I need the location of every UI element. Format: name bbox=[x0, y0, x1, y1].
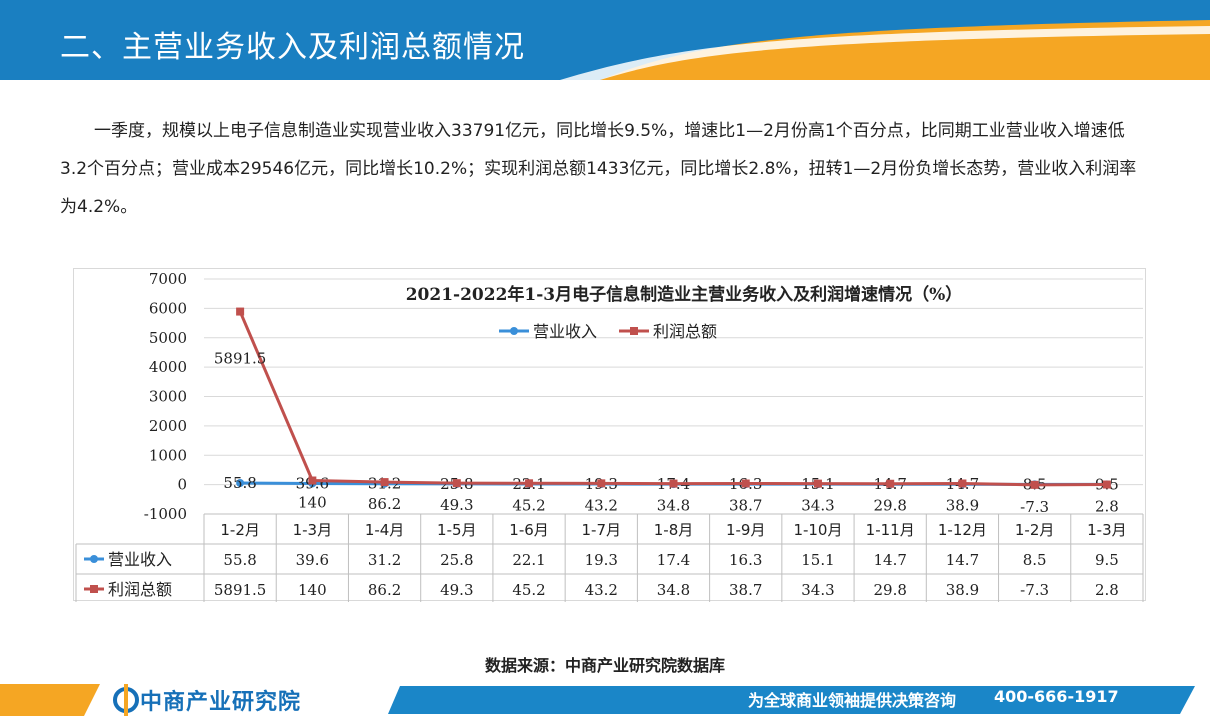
table-cell-value: 34.3 bbox=[801, 581, 834, 599]
legend-marker bbox=[630, 327, 638, 335]
data-point bbox=[669, 479, 678, 488]
data-point bbox=[1102, 480, 1111, 489]
header-banner bbox=[0, 0, 1210, 80]
data-label: 43.2 bbox=[585, 496, 618, 514]
data-label: 55.8 bbox=[223, 474, 256, 492]
data-label: 38.9 bbox=[946, 496, 979, 514]
y-tick-label: 6000 bbox=[149, 299, 187, 317]
data-source: 数据来源：中商产业研究院数据库 bbox=[484, 656, 725, 675]
table-cell-value: 43.2 bbox=[585, 581, 618, 599]
x-category-label: 1-8月 bbox=[654, 521, 694, 539]
table-cell-value: 17.4 bbox=[657, 551, 690, 569]
table-cell-value: 15.1 bbox=[801, 551, 834, 569]
x-category-label: 1-9月 bbox=[726, 521, 766, 539]
table-cell-value: 14.7 bbox=[873, 551, 906, 569]
table-series-name: 营业收入 bbox=[108, 550, 172, 569]
data-point bbox=[1030, 480, 1039, 489]
legend-marker bbox=[510, 327, 518, 335]
data-label: 2.8 bbox=[1095, 498, 1119, 516]
x-category-label: 1-5月 bbox=[437, 521, 477, 539]
table-cell-value: 19.3 bbox=[585, 551, 618, 569]
table-cell-value: 29.8 bbox=[873, 581, 906, 599]
table-cell-value: 45.2 bbox=[512, 581, 545, 599]
table-cell-value: 55.8 bbox=[223, 551, 256, 569]
footer-phone: 400-666-1917 bbox=[994, 687, 1119, 706]
legend-label: 营业收入 bbox=[533, 322, 597, 341]
table-legend-marker bbox=[90, 585, 98, 593]
data-label: 29.8 bbox=[873, 497, 906, 515]
data-label: 45.2 bbox=[512, 496, 545, 514]
x-category-label: 1-10月 bbox=[793, 521, 842, 539]
table-cell-value: 140 bbox=[298, 581, 327, 599]
x-category-label: 1-3月 bbox=[293, 521, 333, 539]
x-category-label: 1-2月 bbox=[220, 521, 260, 539]
x-category-label: 1-7月 bbox=[582, 521, 622, 539]
y-tick-label: 3000 bbox=[149, 388, 187, 406]
data-point bbox=[380, 478, 389, 487]
table-cell-value: 34.8 bbox=[657, 581, 690, 599]
x-category-label: 1-3月 bbox=[1087, 521, 1127, 539]
y-tick-label: 5000 bbox=[149, 329, 187, 347]
data-point bbox=[236, 307, 245, 316]
page-title: 二、主营业务收入及利润总额情况 bbox=[60, 30, 525, 65]
table-cell-value: 9.5 bbox=[1095, 551, 1119, 569]
data-label: 5891.5 bbox=[214, 350, 267, 368]
legend-label: 利润总额 bbox=[653, 322, 717, 341]
data-label: 34.8 bbox=[657, 497, 690, 515]
table-cell-value: 31.2 bbox=[368, 551, 401, 569]
table-cell-value: 39.6 bbox=[296, 551, 329, 569]
x-category-label: 1-12月 bbox=[938, 521, 987, 539]
data-label: 86.2 bbox=[368, 495, 401, 513]
table-cell-value: -7.3 bbox=[1020, 581, 1049, 599]
data-label: 38.7 bbox=[729, 496, 762, 514]
data-point bbox=[741, 479, 750, 488]
table-cell-value: 38.9 bbox=[946, 581, 979, 599]
footer-bar bbox=[0, 684, 1195, 716]
data-point bbox=[452, 479, 461, 488]
brand-logo-icon bbox=[113, 684, 139, 716]
data-point bbox=[236, 478, 245, 487]
table-cell-value: 22.1 bbox=[512, 551, 545, 569]
footer-slogan: 为全球商业领袖提供决策咨询 bbox=[748, 691, 957, 710]
data-point bbox=[308, 476, 317, 485]
data-point bbox=[886, 479, 895, 488]
table-cell-value: 5891.5 bbox=[214, 581, 267, 599]
y-tick-label: 0 bbox=[177, 476, 187, 494]
data-label: 140 bbox=[298, 494, 327, 512]
data-point bbox=[597, 479, 606, 488]
table-cell-value: 25.8 bbox=[440, 551, 473, 569]
chart-title: 2021-2022年1-3月电子信息制造业主营业务收入及利润增速情况（%） bbox=[406, 284, 963, 305]
table-cell-value: 8.5 bbox=[1023, 551, 1047, 569]
y-tick-label: 7000 bbox=[149, 270, 187, 288]
table-series-name: 利润总额 bbox=[108, 580, 172, 599]
x-category-label: 1-11月 bbox=[866, 521, 915, 539]
table-legend-marker bbox=[90, 555, 98, 563]
y-tick-label: 2000 bbox=[149, 417, 187, 435]
table-cell-value: 49.3 bbox=[440, 581, 473, 599]
table-cell-value: 38.7 bbox=[729, 581, 762, 599]
table-cell-value: 86.2 bbox=[368, 581, 401, 599]
x-category-label: 1-6月 bbox=[509, 521, 549, 539]
summary-paragraph: 一季度，规模以上电子信息制造业实现营业收入33791亿元，同比增长9.5%，增速… bbox=[60, 121, 1137, 217]
chart-container: -1000 0 1000 2000 3000 4000 5000 6000 7000 2021-2… bbox=[73, 268, 1146, 602]
table-cell-value: 16.3 bbox=[729, 551, 762, 569]
data-label: 34.3 bbox=[801, 497, 834, 515]
chart-svg: -1000 0 1000 2000 3000 4000 5000 6000 7000 2021-2… bbox=[75, 270, 1144, 602]
data-point bbox=[958, 479, 967, 488]
y-tick-label: 4000 bbox=[149, 358, 187, 376]
brand-name: 中商产业研究院 bbox=[140, 690, 302, 715]
data-point bbox=[525, 479, 534, 488]
y-tick-label: 1000 bbox=[149, 446, 187, 464]
data-point bbox=[813, 479, 822, 488]
table-cell-value: 2.8 bbox=[1095, 581, 1119, 599]
x-category-label: 1-2月 bbox=[1015, 521, 1054, 539]
x-category-label: 1-4月 bbox=[365, 521, 405, 539]
y-tick-label: -1000 bbox=[144, 505, 187, 523]
data-label: -7.3 bbox=[1020, 498, 1049, 516]
data-label: 49.3 bbox=[440, 496, 473, 514]
table-cell-value: 14.7 bbox=[946, 551, 979, 569]
